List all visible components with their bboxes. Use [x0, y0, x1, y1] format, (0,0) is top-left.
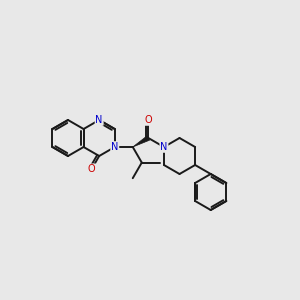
Polygon shape [133, 136, 150, 147]
Text: N: N [95, 115, 103, 125]
Text: O: O [88, 164, 95, 174]
Text: N: N [111, 142, 118, 152]
Text: N: N [160, 142, 168, 152]
Text: O: O [145, 115, 152, 125]
